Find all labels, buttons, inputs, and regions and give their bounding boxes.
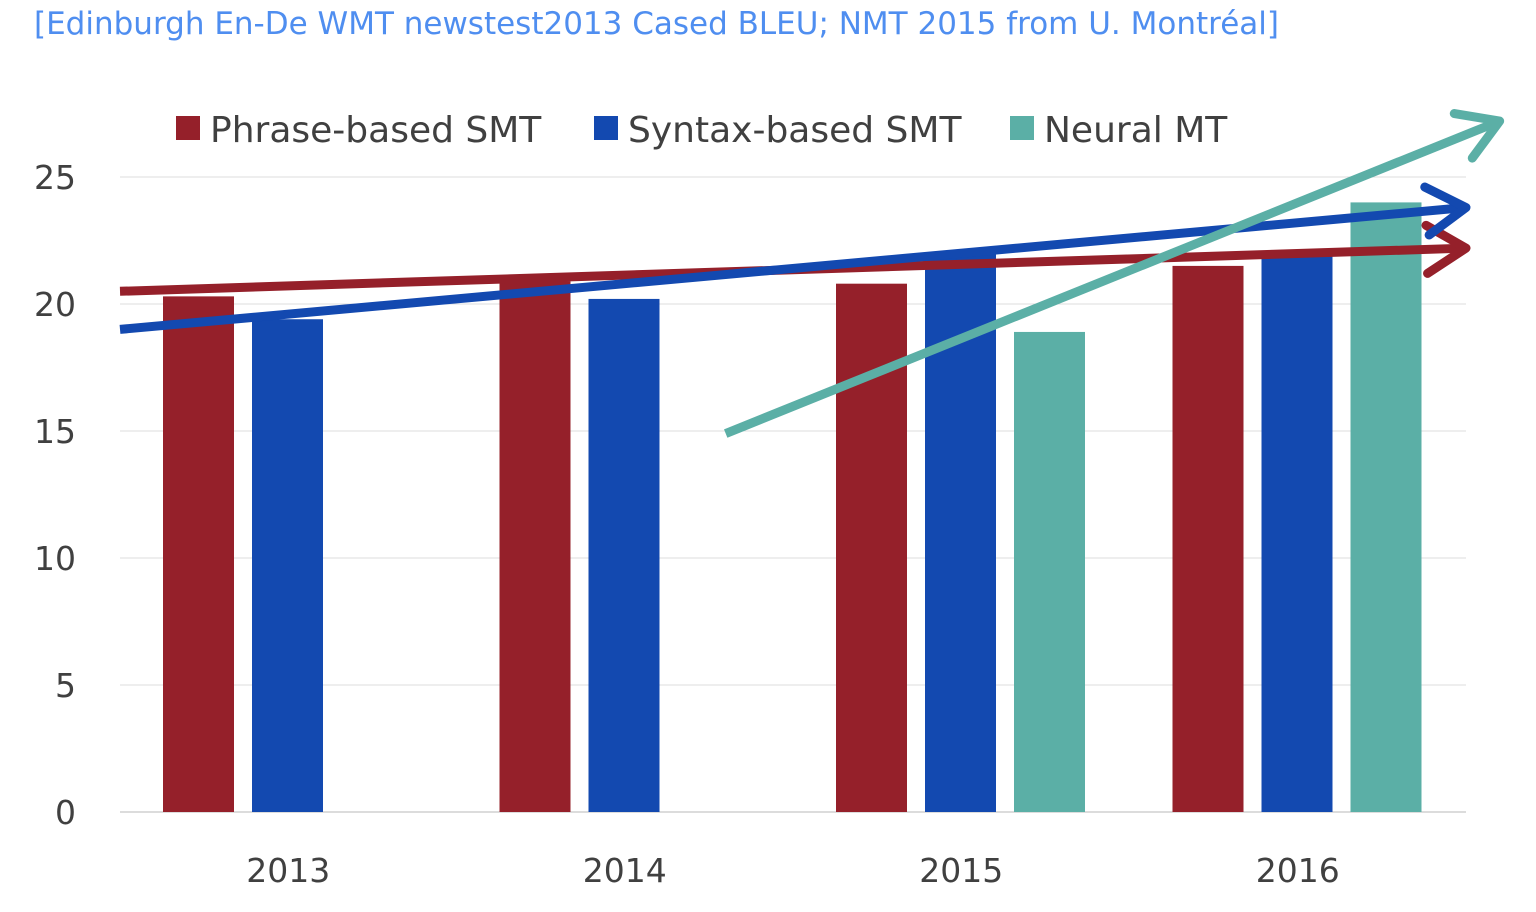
legend-item-syntax-based-smt: Syntax-based SMT — [594, 110, 962, 151]
legend-item-phrase-based-smt: Phrase-based SMT — [176, 110, 542, 151]
trend-arrow-neural-mt — [724, 109, 1505, 438]
bars — [163, 202, 1422, 812]
x-tick-label-2016: 2016 — [1256, 851, 1340, 890]
y-tick-label: 20 — [34, 285, 76, 324]
y-tick-label: 25 — [34, 158, 76, 197]
bar-syntax-based-smt-2016 — [1261, 250, 1333, 812]
legend-label: Neural MT — [1044, 110, 1228, 151]
chart-caption: [Edinburgh En-De WMT newstest2013 Cased … — [34, 6, 1279, 42]
y-tick-label: 0 — [55, 793, 76, 832]
legend-label: Phrase-based SMT — [210, 110, 542, 151]
legend-swatch — [1010, 116, 1034, 140]
x-tick-label-2014: 2014 — [583, 851, 667, 890]
x-tick-label-2013: 2013 — [246, 851, 330, 890]
bar-phrase-based-smt-2013 — [163, 296, 234, 812]
x-tick-label-2015: 2015 — [919, 851, 1003, 890]
legend-swatch — [594, 116, 618, 140]
legend-swatch — [176, 116, 200, 140]
y-tick-label: 10 — [34, 539, 76, 578]
legend: Phrase-based SMT Syntax-based SMT Neural M… — [176, 110, 1228, 151]
bar-syntax-based-smt-2014 — [588, 298, 660, 812]
y-tick-label: 15 — [34, 412, 76, 451]
bar-syntax-based-smt-2013 — [252, 319, 323, 812]
bar-phrase-based-smt-2014 — [499, 281, 571, 812]
legend-item-neural-mt: Neural MT — [1010, 110, 1228, 151]
y-axis: 0 5 10 15 20 25 — [34, 158, 76, 832]
x-axis: 2013 2014 2015 2016 — [246, 851, 1339, 890]
y-tick-label: 5 — [55, 666, 76, 705]
trend-arrows — [119, 109, 1505, 438]
bar-neural-mt-2016 — [1350, 202, 1422, 812]
bar-phrase-based-smt-2016 — [1172, 265, 1244, 812]
bar-neural-mt-2015 — [1014, 331, 1085, 812]
legend-label: Syntax-based SMT — [628, 110, 962, 151]
